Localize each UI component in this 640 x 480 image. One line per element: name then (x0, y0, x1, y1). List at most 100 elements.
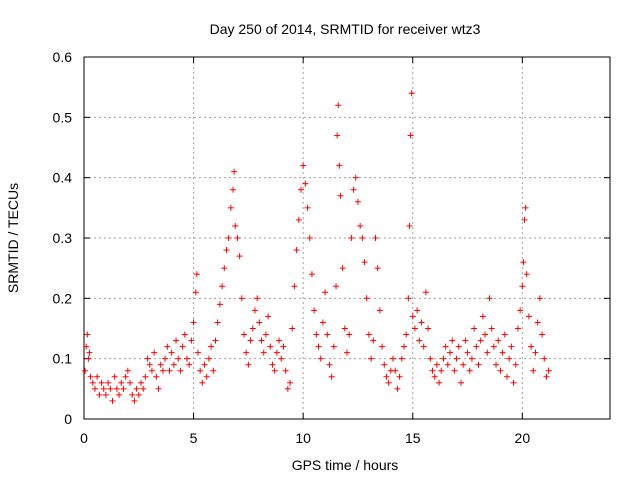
data-point (490, 343, 497, 350)
data-point (293, 247, 300, 254)
data-point (313, 331, 320, 338)
data-point (300, 162, 307, 169)
data-point (354, 198, 361, 205)
data-point (460, 361, 467, 368)
data-point (267, 343, 274, 350)
data-point (405, 295, 412, 302)
data-point (420, 343, 427, 350)
data-point (91, 385, 98, 392)
y-tick-label: 0 (64, 411, 72, 427)
y-tick-label: 0.6 (53, 49, 73, 65)
tick-labels: 0 0.1 0.2 0.3 0.4 0.5 0.6 0 5 10 15 20 (53, 49, 531, 446)
data-point (363, 295, 370, 302)
data-point (107, 385, 114, 392)
data-point (508, 343, 515, 350)
data-point (455, 343, 462, 350)
data-point (289, 325, 296, 332)
data-point (392, 367, 399, 374)
data-point (493, 361, 500, 368)
data-point (348, 235, 355, 241)
data-point (159, 367, 166, 374)
data-point (287, 379, 294, 386)
data-point (390, 355, 397, 362)
data-point (223, 247, 230, 254)
data-point (234, 235, 241, 241)
data-point (344, 349, 350, 356)
data-point (86, 349, 93, 356)
x-tick-label: 5 (190, 430, 198, 446)
data-point (243, 349, 250, 356)
data-point (190, 319, 197, 326)
data-point (201, 361, 208, 368)
data-point (408, 90, 415, 97)
data-point (89, 379, 96, 386)
data-point (137, 379, 144, 386)
data-point (539, 331, 546, 338)
data-point (422, 289, 429, 296)
data-point (188, 337, 195, 344)
data-point (102, 391, 109, 398)
data-point (216, 301, 223, 308)
data-point (431, 373, 438, 380)
data-point (532, 349, 539, 356)
data-point (376, 307, 383, 314)
data-point (203, 373, 210, 380)
data-point (471, 325, 478, 332)
data-point (497, 367, 504, 374)
data-point (269, 361, 276, 368)
data-point (170, 361, 177, 368)
data-point (214, 319, 221, 326)
data-point (151, 349, 158, 356)
data-point (368, 355, 375, 362)
data-point (396, 373, 403, 380)
y-tick-label: 0.1 (53, 351, 73, 367)
data-point (153, 373, 160, 380)
data-point (280, 343, 287, 350)
data-point (361, 259, 368, 266)
data-point (284, 385, 291, 392)
data-point (352, 174, 359, 181)
data-point (118, 379, 125, 386)
data-point (240, 331, 247, 338)
data-point (468, 355, 475, 362)
data-point (120, 385, 127, 392)
data-point (440, 355, 447, 362)
data-point (291, 283, 298, 290)
data-point (295, 216, 302, 223)
data-point (232, 222, 239, 229)
data-point (124, 367, 131, 374)
data-point (129, 391, 136, 398)
data-point (304, 204, 311, 211)
y-tick-label: 0.5 (53, 109, 73, 125)
data-point (225, 235, 232, 241)
data-point (109, 397, 116, 404)
data-point (245, 361, 252, 368)
data-point (510, 379, 517, 386)
data-point (192, 289, 199, 296)
data-point (365, 331, 372, 338)
data-point (127, 379, 134, 386)
data-point (212, 337, 219, 344)
data-point (278, 355, 285, 362)
data-point (519, 283, 526, 290)
data-point (317, 355, 324, 362)
data-point (407, 132, 414, 139)
data-point (155, 385, 162, 392)
data-point (140, 385, 147, 392)
data-point (236, 253, 243, 260)
data-point (135, 391, 142, 398)
data-point (302, 180, 309, 187)
data-point (87, 373, 94, 380)
data-point (271, 367, 278, 374)
chart-title: Day 250 of 2014, SRMTID for receiver wtz… (210, 21, 481, 37)
data-point (534, 319, 541, 326)
data-point (457, 379, 464, 386)
data-point (265, 313, 272, 320)
y-tick-label: 0.4 (53, 170, 73, 186)
data-point (157, 361, 164, 368)
data-point (381, 361, 388, 368)
data-point (357, 222, 364, 229)
data-point (111, 373, 118, 380)
data-point (164, 343, 171, 350)
data-point (113, 385, 120, 392)
